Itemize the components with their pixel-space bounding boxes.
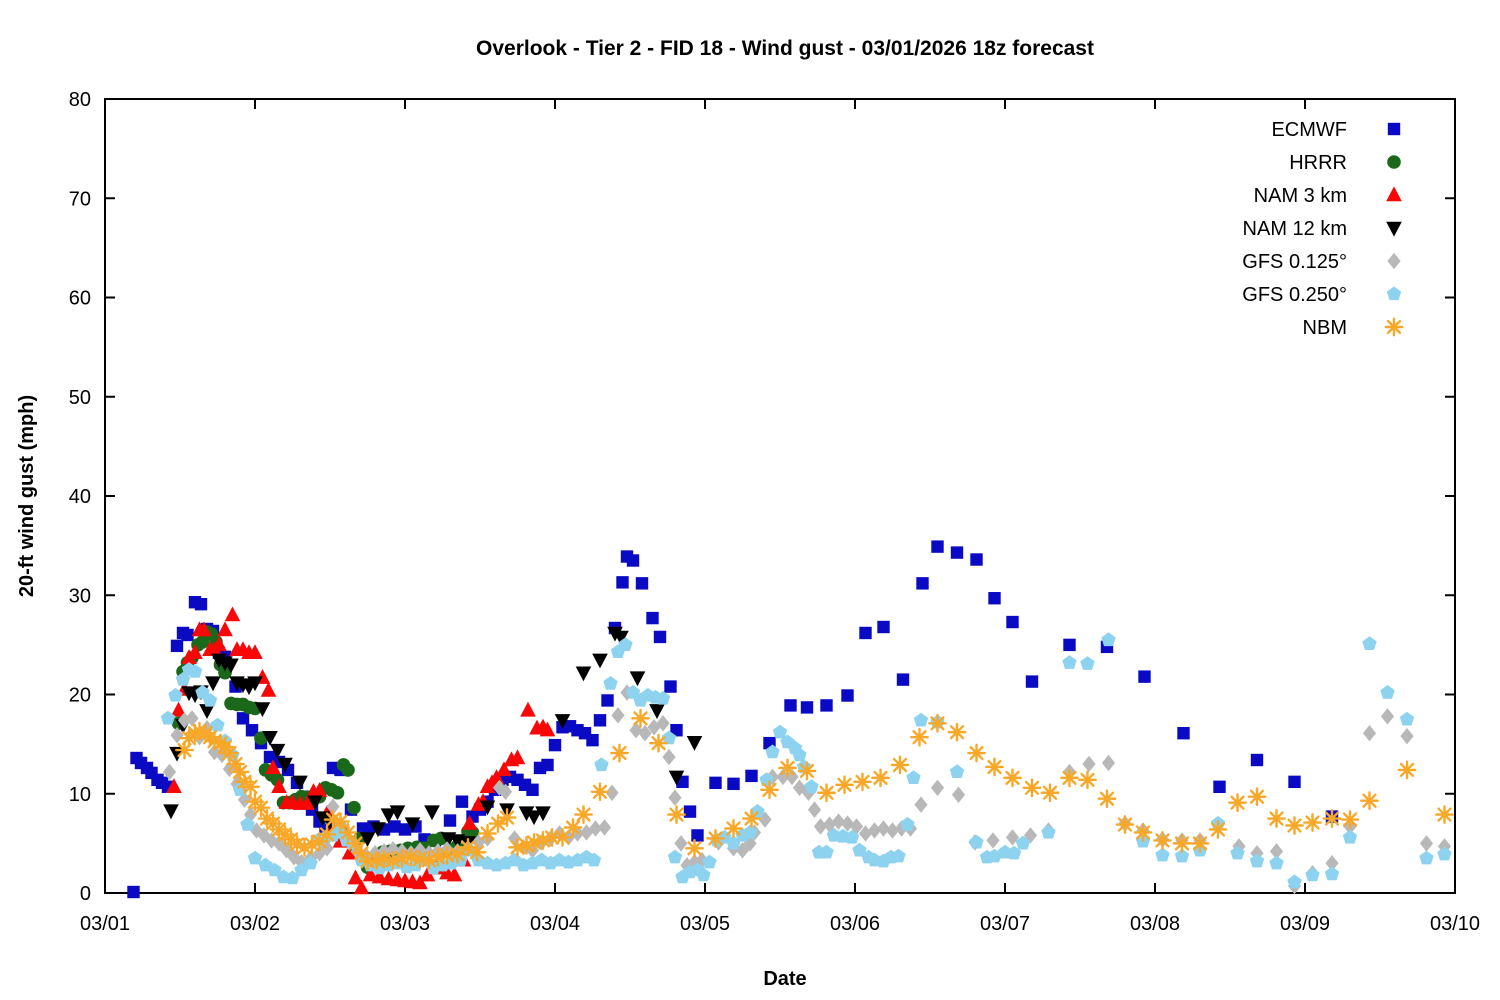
y-tick-label: 40 <box>69 486 91 508</box>
y-tick-label: 20 <box>69 685 91 707</box>
legend-label: NAM 3 km <box>1254 185 1347 207</box>
x-tick-label: 03/07 <box>980 913 1030 935</box>
x-axis-label: Date <box>763 968 806 990</box>
x-tick-label: 03/03 <box>380 913 430 935</box>
legend-label: NBM <box>1303 317 1347 339</box>
y-tick-label: 60 <box>69 288 91 310</box>
y-tick-label: 70 <box>69 188 91 210</box>
x-tick-label: 03/06 <box>830 913 880 935</box>
data-points <box>127 540 1454 899</box>
legend-item-nam-12-km: NAM 12 km <box>1243 218 1402 240</box>
series-nbm <box>175 708 1454 871</box>
legend-item-gfs-0-125-: GFS 0.125° <box>1242 251 1401 273</box>
legend: ECMWF HRRR NAM 3 km NAM 12 km GFS 0.125° GFS … <box>1242 119 1404 339</box>
legend-label: HRRR <box>1289 152 1347 174</box>
chart-title: Overlook - Tier 2 - FID 18 - Wind gust -… <box>476 37 1094 60</box>
series-gfs-0-250- <box>160 632 1452 889</box>
series-nam-3-km <box>166 606 556 895</box>
y-tick-label: 80 <box>69 89 91 111</box>
x-tick-label: 03/10 <box>1430 913 1480 935</box>
legend-item-nam-3-km: NAM 3 km <box>1254 185 1402 207</box>
x-tick-label: 03/01 <box>80 913 130 935</box>
legend-label: GFS 0.125° <box>1242 251 1347 273</box>
x-tick-label: 03/02 <box>230 913 280 935</box>
y-tick-label: 10 <box>69 784 91 806</box>
x-tick-label: 03/04 <box>530 913 580 935</box>
legend-label: GFS 0.250° <box>1242 284 1347 306</box>
series-nam-12-km <box>163 626 703 854</box>
legend-item-nbm: NBM <box>1303 317 1404 339</box>
x-tick-label: 03/05 <box>680 913 730 935</box>
y-axis-label: 20-ft wind gust (mph) <box>16 395 38 597</box>
y-tick-label: 30 <box>69 585 91 607</box>
legend-item-ecmwf: ECMWF <box>1271 119 1401 141</box>
legend-item-hrrr: HRRR <box>1289 152 1401 174</box>
legend-label: ECMWF <box>1271 119 1347 141</box>
legend-label: NAM 12 km <box>1243 218 1347 240</box>
x-tick-label: 03/08 <box>1130 913 1180 935</box>
y-tick-label: 0 <box>80 883 91 905</box>
y-tick-label: 50 <box>69 387 91 409</box>
x-tick-label: 03/09 <box>1280 913 1330 935</box>
axes: 0 10 20 30 40 50 60 70 80 03/01 03/02 03/03 03/04 03/… <box>69 89 1480 935</box>
legend-item-gfs-0-250-: GFS 0.250° <box>1242 284 1402 306</box>
